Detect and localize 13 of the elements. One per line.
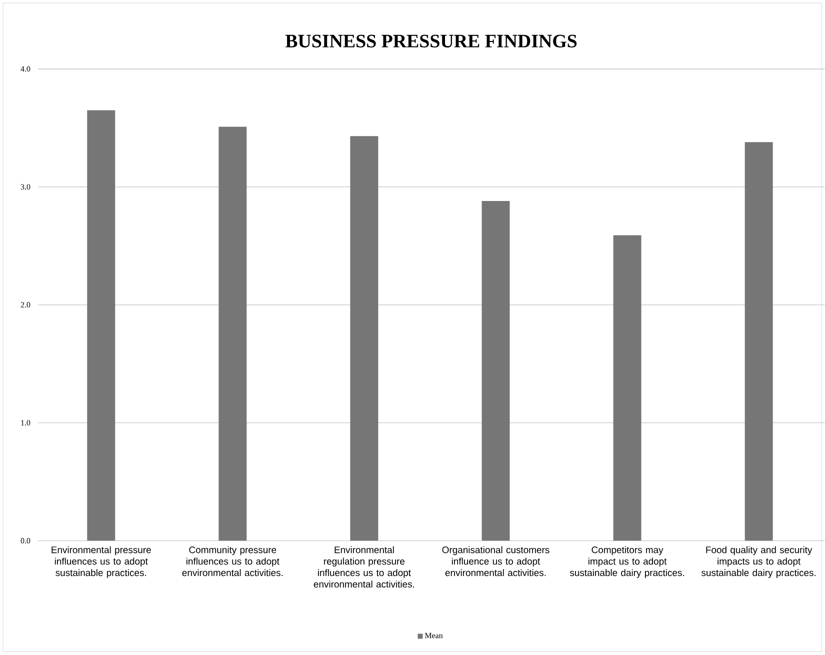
bar bbox=[218, 126, 247, 541]
bar bbox=[87, 110, 116, 541]
bar bbox=[744, 142, 773, 541]
bar bbox=[482, 201, 510, 541]
x-tick-label: Environmental pressure influences us to adopt sustainable practices. bbox=[52, 546, 151, 578]
x-tick-label: Competitors may impact us to adopt sustainable dairy practices. bbox=[570, 546, 684, 578]
bar bbox=[350, 136, 378, 541]
chart-title: BUSINESS PRESSURE FINDINGS bbox=[285, 34, 577, 48]
x-tick-label: Organisational customers influence us to adopt environmental activities. bbox=[442, 546, 550, 576]
x-tick-label: Food quality and security impacts us to adopt sustainable dairy practices. bbox=[702, 546, 816, 578]
x-tick-label: Community pressure influences us to adopt environmental activities. bbox=[182, 546, 283, 576]
x-tick-label: Environmental regulation pressure influences us to adopt environmental activities. bbox=[314, 546, 414, 588]
bar bbox=[613, 235, 642, 541]
